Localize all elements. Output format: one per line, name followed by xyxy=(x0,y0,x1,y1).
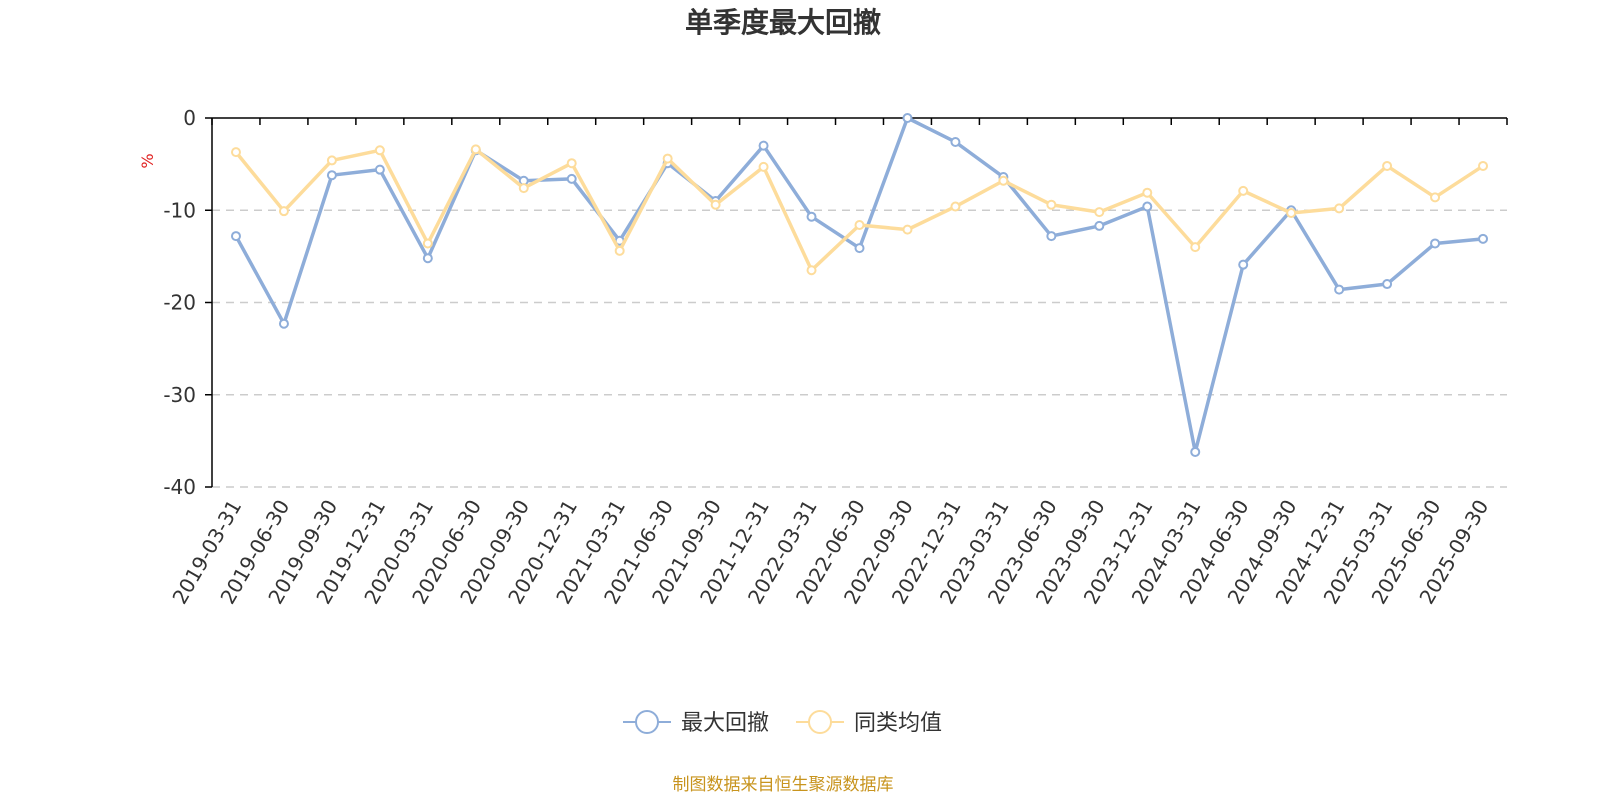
data-point[interactable] xyxy=(566,158,577,169)
data-point[interactable] xyxy=(662,153,673,164)
y-tick-label: -40 xyxy=(163,475,196,499)
data-point[interactable] xyxy=(950,136,961,147)
data-point[interactable] xyxy=(1382,160,1393,171)
data-point[interactable] xyxy=(1334,203,1345,214)
legend-label: 同类均值 xyxy=(854,711,942,736)
data-point[interactable] xyxy=(1478,160,1489,171)
y-tick-label: -30 xyxy=(163,383,196,407)
data-point[interactable] xyxy=(326,155,337,166)
y-axis-ticks: 0 -10 -20 -30 -40 xyxy=(163,106,212,499)
data-point[interactable] xyxy=(854,243,865,254)
data-point[interactable] xyxy=(1142,201,1153,212)
data-point[interactable] xyxy=(1430,238,1441,249)
data-point[interactable] xyxy=(1334,284,1345,295)
data-point[interactable] xyxy=(1238,259,1249,270)
x-axis-ticks: 2019-03-312019-06-302019-09-302019-12-31… xyxy=(167,118,1508,608)
data-point[interactable] xyxy=(1190,242,1201,253)
data-point[interactable] xyxy=(758,140,769,151)
y-tick-label: 0 xyxy=(183,106,196,130)
legend[interactable]: 最大回撤 同类均值 xyxy=(623,710,942,736)
data-source-note: 制图数据来自恒生聚源数据库 xyxy=(673,775,894,795)
data-point[interactable] xyxy=(1478,233,1489,244)
data-point[interactable] xyxy=(566,173,577,184)
y-axis-unit: % xyxy=(138,153,157,168)
data-point[interactable] xyxy=(1094,207,1105,218)
data-point[interactable] xyxy=(374,145,385,156)
data-point[interactable] xyxy=(278,318,289,329)
data-point[interactable] xyxy=(278,206,289,217)
legend-item-2[interactable]: 同类均值 xyxy=(796,710,942,736)
data-point[interactable] xyxy=(1430,192,1441,203)
data-point[interactable] xyxy=(998,175,1009,186)
data-point[interactable] xyxy=(470,144,481,155)
data-point[interactable] xyxy=(758,161,769,172)
data-point[interactable] xyxy=(1238,185,1249,196)
data-point[interactable] xyxy=(1046,231,1057,242)
data-point[interactable] xyxy=(1046,199,1057,210)
data-point[interactable] xyxy=(1286,208,1297,219)
data-point[interactable] xyxy=(902,113,913,123)
data-point[interactable] xyxy=(854,220,865,231)
data-point[interactable] xyxy=(1142,187,1153,198)
data-point[interactable] xyxy=(230,147,241,158)
chart-title: 单季度最大回撤 xyxy=(685,6,881,39)
legend-label: 最大回撤 xyxy=(681,711,769,736)
series-lines xyxy=(230,113,1489,457)
data-point[interactable] xyxy=(374,164,385,175)
y-tick-label: -20 xyxy=(163,291,196,315)
data-point[interactable] xyxy=(230,231,241,242)
data-point[interactable] xyxy=(902,224,913,235)
data-point[interactable] xyxy=(614,245,625,256)
data-point[interactable] xyxy=(326,170,337,181)
data-point[interactable] xyxy=(1190,446,1201,457)
data-point[interactable] xyxy=(806,265,817,276)
data-point[interactable] xyxy=(1382,279,1393,290)
data-point[interactable] xyxy=(422,253,433,264)
data-point[interactable] xyxy=(518,183,529,194)
legend-item-1[interactable]: 最大回撤 xyxy=(623,710,769,736)
y-tick-label: -10 xyxy=(163,198,196,222)
legend-marker xyxy=(635,710,659,734)
data-point[interactable] xyxy=(710,199,721,210)
series-line-1 xyxy=(234,116,1485,454)
data-point[interactable] xyxy=(1094,220,1105,231)
legend-marker xyxy=(808,710,832,734)
data-point[interactable] xyxy=(950,201,961,212)
data-point[interactable] xyxy=(806,211,817,222)
data-point[interactable] xyxy=(422,238,433,249)
